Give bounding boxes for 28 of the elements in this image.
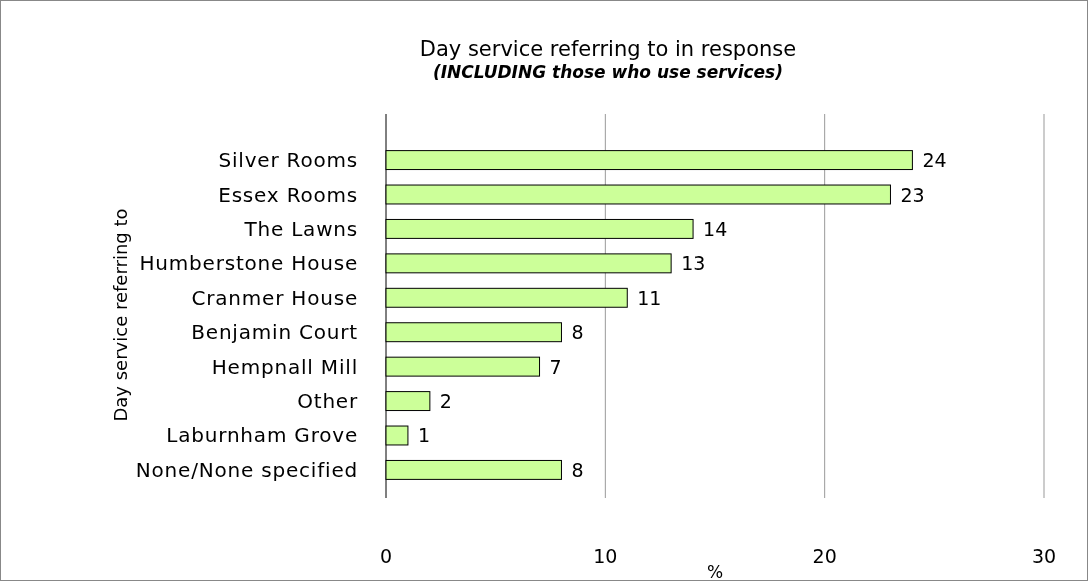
data-label: 11: [637, 286, 662, 309]
data-label: 14: [703, 217, 728, 240]
data-label: 2: [439, 390, 452, 413]
y-tick-label: Silver Rooms: [218, 148, 358, 173]
data-label: 8: [571, 458, 584, 481]
x-tick-label: 30: [1031, 545, 1057, 567]
y-tick-label: The Lawns: [243, 216, 358, 241]
x-axis-title: %: [706, 562, 724, 581]
data-label: 1: [417, 424, 431, 447]
y-tick-label: Humberstone House: [139, 251, 358, 276]
data-label: 8: [571, 321, 584, 344]
y-tick-label: Essex Rooms: [218, 182, 358, 207]
chart-subtitle: (INCLUDING those who use services): [432, 62, 784, 82]
x-tick-label: 0: [379, 545, 393, 567]
x-tick-label: 20: [812, 545, 837, 567]
y-tick-label: None/None specified: [135, 457, 358, 482]
y-tick-label: Benjamin Court: [191, 320, 358, 345]
y-tick-label: Cranmer House: [191, 285, 358, 310]
data-label: 7: [549, 355, 562, 378]
chart-title: Day service referring to in response: [419, 37, 797, 61]
x-tick-label: 10: [593, 545, 618, 567]
y-tick-label: Other: [297, 389, 358, 414]
y-axis-title: Day service referring to: [109, 208, 131, 422]
data-label: 13: [681, 252, 706, 275]
y-tick-label: Hempnall Mill: [211, 354, 358, 379]
y-tick-label: Laburnham Grove: [166, 423, 358, 448]
data-label: 23: [900, 183, 925, 206]
data-label: 24: [922, 149, 947, 172]
